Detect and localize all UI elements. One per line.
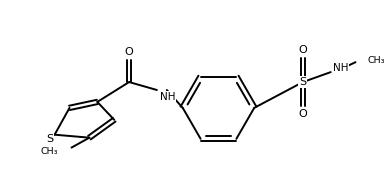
Text: CH₃: CH₃ — [40, 147, 57, 156]
Text: NH: NH — [160, 92, 175, 102]
Text: S: S — [46, 134, 53, 144]
Text: O: O — [298, 109, 307, 119]
Text: O: O — [298, 45, 307, 55]
Text: S: S — [299, 77, 307, 87]
Text: CH₃: CH₃ — [367, 56, 385, 65]
Text: O: O — [125, 47, 133, 57]
Text: NH: NH — [333, 63, 348, 73]
